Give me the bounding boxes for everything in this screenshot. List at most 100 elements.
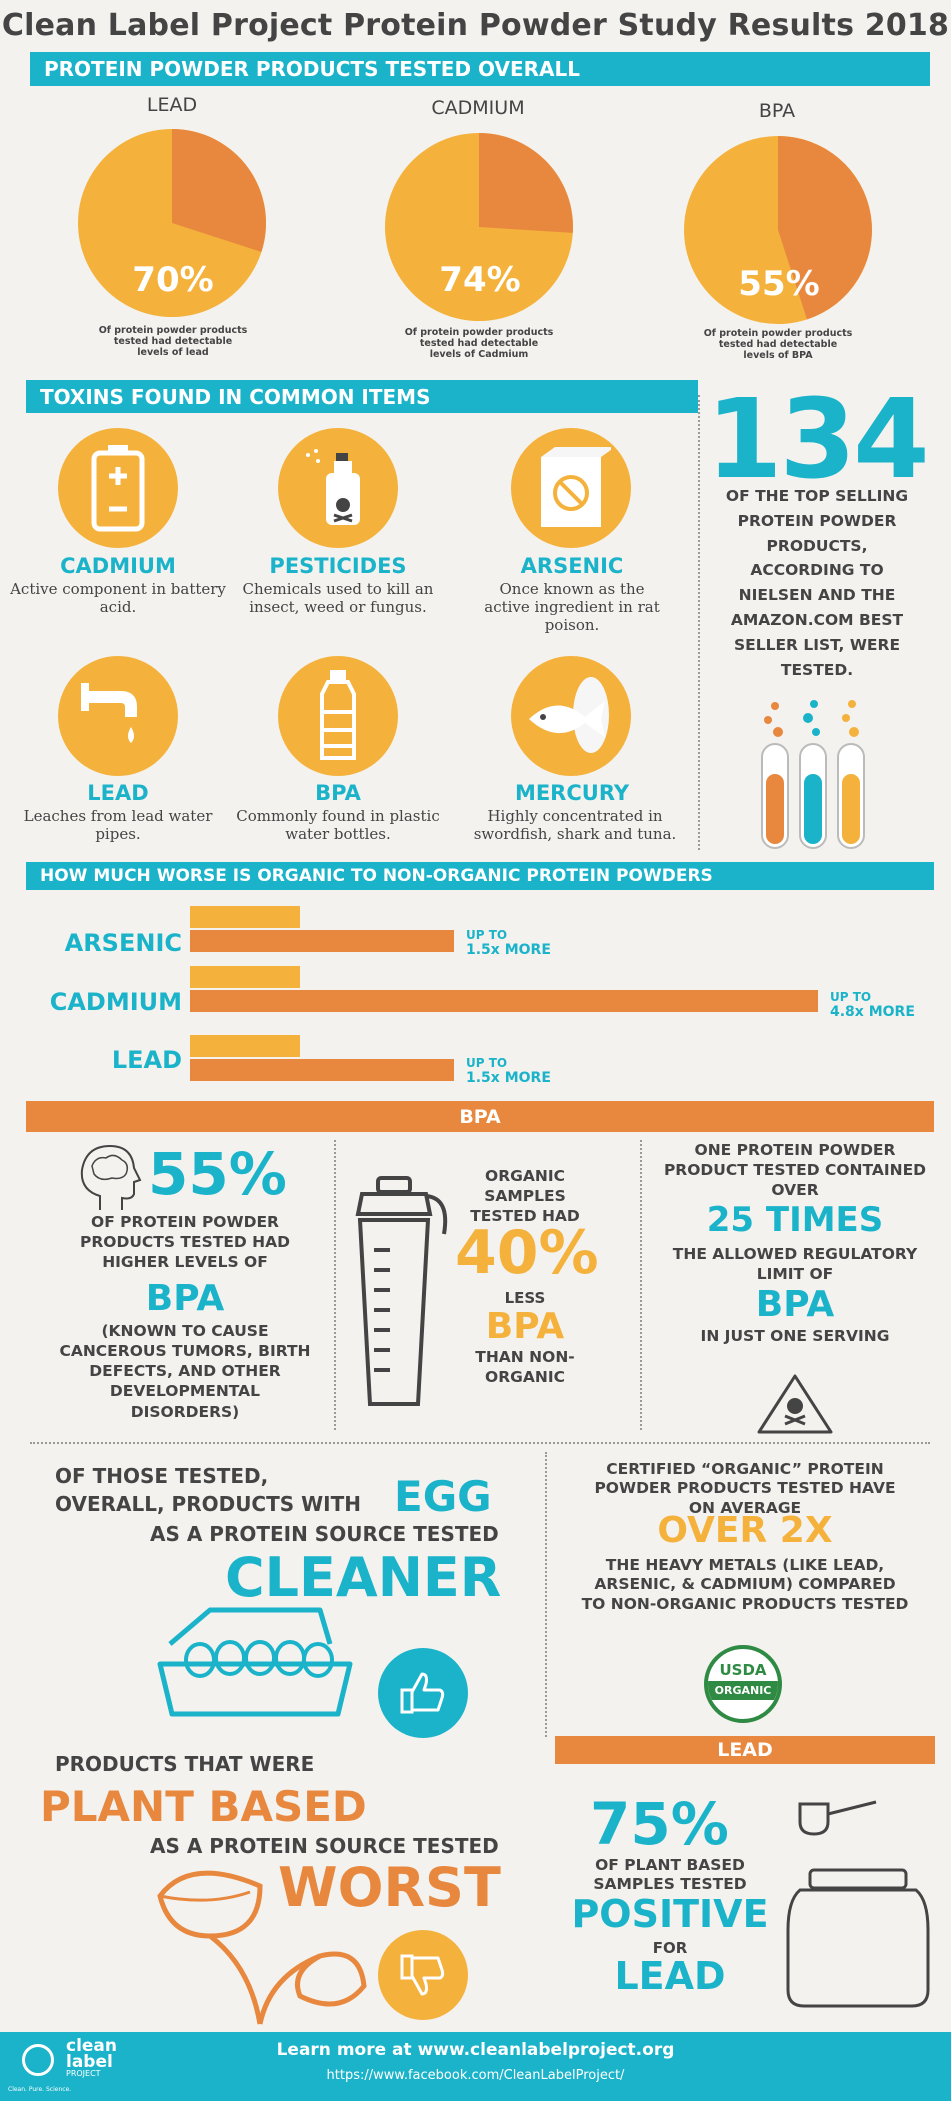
- pie-percent-cadmium: 74%: [439, 260, 521, 300]
- section-header-toxins: TOXINS FOUND IN COMMON ITEMS: [26, 380, 698, 413]
- bpa-keyword-col2: BPA: [485, 1306, 565, 1347]
- bpa-stat-percent-55: 55%: [148, 1140, 287, 1208]
- divider: [30, 1442, 930, 1444]
- bar-organic-baseline-lead: [190, 1035, 300, 1057]
- battery-icon: [58, 428, 178, 548]
- footer-logo-tagline: Clean. Pure. Science.: [8, 2086, 72, 2093]
- pie-label-cadmium: CADMIUM: [431, 97, 525, 119]
- lead-keyword: LEAD: [614, 1954, 726, 1998]
- pie-caption-lead: Of protein powder products tested had de…: [98, 325, 248, 358]
- toxin-desc-arsenic: Once known as the active ingredient in r…: [484, 580, 660, 634]
- protein-jar-scoop-icon: [786, 1800, 930, 2008]
- pie-caption-cadmium: Of protein powder products tested had de…: [404, 327, 554, 360]
- head-brain-icon: [80, 1144, 142, 1210]
- bpa-keyword-col1: BPA: [145, 1278, 225, 1319]
- plant-text-line1: PRODUCTS THAT WERE: [55, 1752, 315, 1776]
- shaker-bottle-icon: [355, 1176, 448, 1406]
- bpa-stat-text-55: OF PROTEIN POWDER PRODUCTS TESTED HAD HI…: [79, 1213, 290, 1272]
- section-header-lead: LEAD: [555, 1736, 935, 1764]
- plant-based-keyword: PLANT BASED: [40, 1782, 367, 1831]
- organic-2x-text2: THE HEAVY METALS (LIKE LEAD, ARSENIC, & …: [581, 1556, 909, 1613]
- page-title: Clean Label Project Protein Powder Study…: [1, 8, 950, 43]
- toxin-name-mercury: MERCURY: [514, 781, 630, 805]
- bar-organic-baseline-cadmium: [190, 966, 300, 988]
- section-header-tested-overall: PROTEIN POWDER PRODUCTS TESTED OVERALL: [30, 52, 930, 86]
- over-2x: OVER 2X: [657, 1510, 833, 1551]
- pie-slice-lead-nondetect: [172, 129, 266, 252]
- bar-organic-arsenic: [190, 930, 454, 952]
- egg-text-line3: AS A PROTEIN SOURCE TESTED: [150, 1522, 499, 1546]
- bpa-25x-text3: IN JUST ONE SERVING: [700, 1327, 890, 1345]
- bar-label-arsenic: ARSENIC: [64, 929, 182, 957]
- bar-note-cadmium: UP TO 4.8x MORE: [830, 990, 915, 1021]
- bar-label-cadmium: CADMIUM: [49, 988, 182, 1016]
- divider: [640, 1140, 642, 1430]
- egg-carton-icon: [157, 1607, 353, 1717]
- bpa-25x-text1: ONE PROTEIN POWDER PRODUCT TESTED CONTAI…: [663, 1141, 927, 1200]
- plant-lead-text: OF PLANT BASED SAMPLES TESTED: [593, 1856, 747, 1894]
- no-rat-box-icon: [511, 428, 631, 548]
- toxin-name-bpa: BPA: [315, 781, 361, 805]
- usda-organic-seal: USDA ORGANIC: [704, 1645, 782, 1723]
- pie-chart-cadmium: [385, 133, 573, 321]
- toxin-name-lead: LEAD: [87, 781, 149, 805]
- spray-can-icon: [278, 428, 398, 548]
- magnifier-logo-icon: [22, 2044, 54, 2076]
- footer-website-link[interactable]: Learn more at www.cleanlabelproject.org: [276, 2040, 675, 2060]
- toxin-name-cadmium: CADMIUM: [60, 554, 176, 578]
- stat-number-134: 134: [706, 375, 930, 503]
- bpa-effects-text: (KNOWN TO CAUSE CANCEROUS TUMORS, BIRTH …: [59, 1322, 311, 1421]
- bar-note-lead: UP TO 1.5x MORE: [466, 1056, 551, 1087]
- thumbs-down-icon: [378, 1930, 468, 2020]
- pie-label-bpa: BPA: [758, 100, 796, 122]
- positive-keyword: POSITIVE: [571, 1892, 769, 1936]
- fish-can-icon: [511, 656, 631, 776]
- water-bottle-icon: [278, 656, 398, 776]
- organic-bpa-text2: THAN NON-ORGANIC: [475, 1348, 575, 1387]
- organic-2x-text1: CERTIFIED “ORGANIC” PROTEIN POWDER PRODU…: [594, 1460, 896, 1517]
- worst-keyword: WORST: [278, 1856, 501, 1919]
- bpa-25x-text2: THE ALLOWED REGULATORY LIMIT OF: [672, 1245, 918, 1284]
- toxin-desc-cadmium: Active component in battery acid.: [10, 580, 226, 616]
- organic-bpa-less: LESS: [504, 1289, 546, 1307]
- leaf-sprout-icon: [157, 1870, 367, 2025]
- footer-bar: [0, 2032, 951, 2101]
- divider: [698, 395, 700, 850]
- toxin-name-arsenic: ARSENIC: [520, 554, 624, 578]
- stat-text-134: OF THE TOP SELLING PROTEIN POWDER PRODUC…: [725, 487, 909, 679]
- thumbs-up-icon: [378, 1648, 468, 1738]
- organic-bpa-text1: ORGANIC SAMPLES TESTED HAD: [470, 1167, 580, 1226]
- pie-slice-bpa-nondetect: [778, 136, 872, 320]
- pie-percent-lead: 70%: [132, 260, 214, 300]
- pie-chart-bpa: [684, 136, 872, 324]
- footer-logo-text: clean label PROJECT: [66, 2036, 118, 2079]
- toxin-desc-mercury: Highly concentrated in swordfish, shark …: [473, 807, 677, 843]
- bar-label-lead: LEAD: [111, 1046, 182, 1074]
- bar-organic-lead: [190, 1059, 454, 1081]
- for-text: FOR: [652, 1939, 688, 1957]
- plant-text-line2: AS A PROTEIN SOURCE TESTED: [150, 1834, 499, 1858]
- toxin-name-pesticides: PESTICIDES: [269, 554, 407, 578]
- bar-note-arsenic: UP TO 1.5x MORE: [466, 928, 551, 959]
- egg-text-line1: OF THOSE TESTED,: [55, 1464, 269, 1488]
- toxin-desc-lead: Leaches from lead water pipes.: [23, 807, 213, 843]
- pie-caption-bpa: Of protein powder products tested had de…: [703, 328, 853, 361]
- bar-organic-baseline-arsenic: [190, 906, 300, 928]
- toxin-desc-pesticides: Chemicals used to kill an insect, weed o…: [242, 580, 434, 616]
- section-header-organic-comparison: HOW MUCH WORSE IS ORGANIC TO NON-ORGANIC…: [26, 862, 934, 890]
- egg-text-line2: OVERALL, PRODUCTS WITH: [55, 1492, 362, 1516]
- test-tubes-icon: [761, 700, 865, 849]
- pie-label-lead: LEAD: [146, 94, 198, 116]
- footer-facebook-link[interactable]: https://www.facebook.com/CleanLabelProje…: [326, 2068, 625, 2083]
- organic-bpa-percent-40: 40%: [455, 1218, 599, 1288]
- section-header-bpa: BPA: [26, 1101, 934, 1132]
- divider: [334, 1140, 336, 1430]
- egg-keyword: EGG: [394, 1472, 492, 1521]
- pie-chart-lead: [78, 129, 266, 317]
- plant-lead-percent-75: 75%: [590, 1790, 729, 1858]
- faucet-icon: [58, 656, 178, 776]
- warning-skull-icon: [757, 1374, 833, 1434]
- divider: [545, 1452, 547, 1737]
- bpa-keyword-col3: BPA: [755, 1284, 835, 1325]
- bpa-25-times: 25 TIMES: [706, 1200, 884, 1240]
